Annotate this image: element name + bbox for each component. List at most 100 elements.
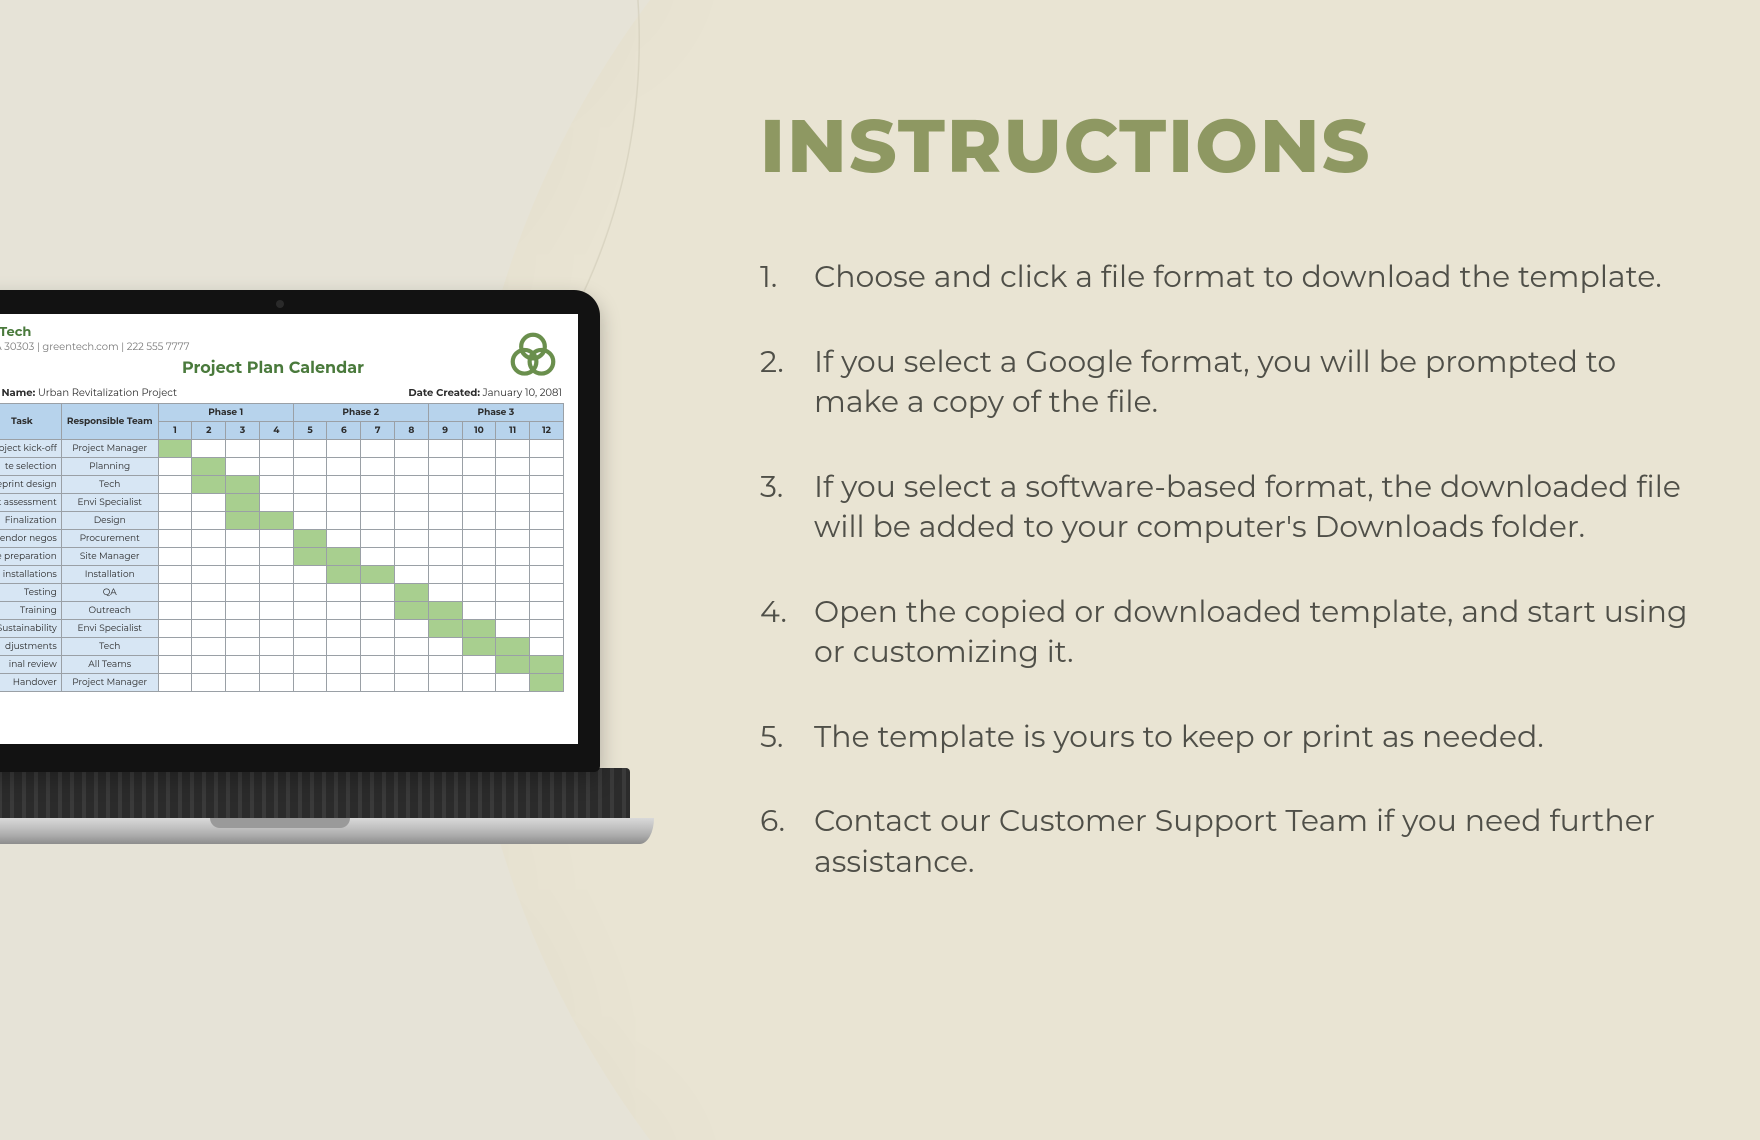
- gantt-cell: [293, 620, 327, 638]
- gantt-cell: [395, 458, 429, 476]
- table-row: Jeprint designTech: [0, 476, 564, 494]
- gantt-cell: [158, 440, 192, 458]
- gantt-cell: [496, 656, 530, 674]
- table-row: SustainabilityEnvi Specialist: [0, 620, 564, 638]
- gantt-cell: [259, 656, 293, 674]
- gantt-cell: [395, 512, 429, 530]
- col-team: Responsible Team: [61, 404, 158, 440]
- sheet-meta-row: ect Name: Urban Revitalization Project D…: [0, 386, 564, 403]
- gantt-cell: [158, 494, 192, 512]
- task-cell: Jeprint design: [0, 476, 61, 494]
- gantt-cell: [395, 656, 429, 674]
- team-cell: Tech: [61, 638, 158, 656]
- instructions-panel: INSTRUCTIONS Choose and click a file for…: [760, 100, 1700, 926]
- gantt-cell: [327, 494, 361, 512]
- gantt-cell: [327, 656, 361, 674]
- gantt-cell: [361, 530, 395, 548]
- gantt-cell: [327, 512, 361, 530]
- gantt-cell: [327, 638, 361, 656]
- week-header: 7: [361, 422, 395, 440]
- team-cell: Envi Specialist: [61, 620, 158, 638]
- gantt-cell: [496, 584, 530, 602]
- gantt-cell: [462, 530, 496, 548]
- gantt-cell: [428, 620, 462, 638]
- gantt-cell: [192, 476, 226, 494]
- gantt-cell: [496, 476, 530, 494]
- gantt-cell: [158, 566, 192, 584]
- gantt-cell: [395, 584, 429, 602]
- phase-header: Phase 1: [158, 404, 293, 422]
- gantt-cell: [327, 548, 361, 566]
- team-cell: Planning: [61, 458, 158, 476]
- gantt-cell: [496, 512, 530, 530]
- gantt-cell: [428, 584, 462, 602]
- gantt-cell: [496, 602, 530, 620]
- gantt-cell: [226, 584, 260, 602]
- gantt-cell: [226, 440, 260, 458]
- company-logo-icon: [506, 328, 560, 382]
- gantt-cell: [192, 602, 226, 620]
- gantt-cell: [293, 584, 327, 602]
- gantt-cell: [293, 566, 327, 584]
- gantt-cell: [327, 458, 361, 476]
- gantt-cell: [259, 620, 293, 638]
- team-cell: Installation: [61, 566, 158, 584]
- instruction-item: If you select a software-based format, t…: [760, 467, 1700, 548]
- task-cell: Sustainability: [0, 620, 61, 638]
- gantt-cell: [259, 674, 293, 692]
- gantt-cell: [530, 566, 564, 584]
- gantt-cell: [293, 476, 327, 494]
- gantt-cell: [462, 602, 496, 620]
- gantt-cell: [192, 548, 226, 566]
- gantt-cell: [496, 620, 530, 638]
- instructions-title: INSTRUCTIONS: [760, 100, 1700, 191]
- gantt-cell: [226, 656, 260, 674]
- col-task: Task: [0, 404, 61, 440]
- gantt-cell: [259, 638, 293, 656]
- gantt-cell: [361, 674, 395, 692]
- gantt-cell: [530, 512, 564, 530]
- gantt-cell: [395, 494, 429, 512]
- table-row: ict assessmentEnvi Specialist: [0, 494, 564, 512]
- gantt-cell: [293, 656, 327, 674]
- gantt-cell: [259, 602, 293, 620]
- gantt-cell: [293, 512, 327, 530]
- table-row: e preparationSite Manager: [0, 548, 564, 566]
- gantt-cell: [395, 548, 429, 566]
- table-row: endor negosProcurement: [0, 530, 564, 548]
- task-cell: Finalization: [0, 512, 61, 530]
- gantt-cell: [496, 530, 530, 548]
- team-cell: Outreach: [61, 602, 158, 620]
- gantt-cell: [158, 530, 192, 548]
- gantt-cell: [496, 566, 530, 584]
- task-cell: e preparation: [0, 548, 61, 566]
- gantt-cell: [192, 458, 226, 476]
- gantt-cell: [428, 512, 462, 530]
- table-body: oject kick-offProject Managerte selectio…: [0, 440, 564, 692]
- gantt-cell: [259, 584, 293, 602]
- gantt-cell: [192, 530, 226, 548]
- gantt-cell: [192, 566, 226, 584]
- instruction-item: Contact our Customer Support Team if you…: [760, 801, 1700, 882]
- table-row: HandoverProject Manager: [0, 674, 564, 692]
- gantt-cell: [226, 494, 260, 512]
- gantt-cell: [361, 566, 395, 584]
- gantt-cell: [293, 674, 327, 692]
- gantt-cell: [496, 440, 530, 458]
- gantt-cell: [462, 674, 496, 692]
- gantt-cell: [462, 584, 496, 602]
- gantt-cell: [462, 638, 496, 656]
- gantt-cell: [395, 566, 429, 584]
- team-cell: All Teams: [61, 656, 158, 674]
- gantt-cell: [158, 584, 192, 602]
- spreadsheet-preview: enTech , GA 30303 | greentech.com | 222 …: [0, 314, 578, 692]
- gantt-cell: [496, 674, 530, 692]
- gantt-cell: [395, 620, 429, 638]
- week-header: 1: [158, 422, 192, 440]
- gantt-cell: [530, 548, 564, 566]
- gantt-cell: [327, 584, 361, 602]
- gantt-cell: [462, 548, 496, 566]
- gantt-cell: [259, 548, 293, 566]
- gantt-cell: [395, 674, 429, 692]
- gantt-cell: [361, 620, 395, 638]
